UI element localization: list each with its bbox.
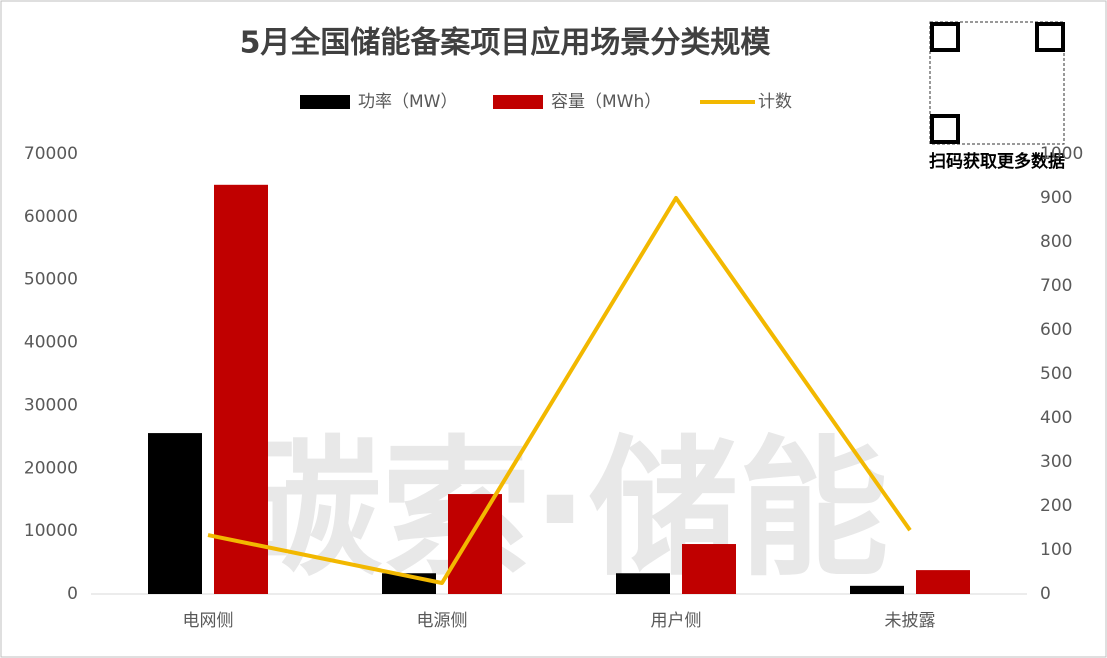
bar [916, 570, 970, 594]
qr-caption: 扫码获取更多数据 [929, 151, 1065, 172]
y2-tick-label: 900 [1040, 188, 1072, 208]
legend-swatch [300, 95, 350, 109]
watermark: 碳索·储能 [232, 423, 889, 597]
legend-label: 计数 [758, 92, 792, 112]
line [207, 196, 912, 585]
legend-label: 功率（MW） [358, 92, 457, 112]
bar [448, 494, 502, 594]
y2-tick-label: 100 [1040, 540, 1072, 560]
y-tick-label: 40000 [24, 333, 78, 353]
qr-code [929, 21, 1065, 145]
legend-label: 容量（MWh） [551, 92, 661, 112]
y2-tick-label: 1000 [1040, 144, 1083, 164]
chart-title: 5月全国储能备案项目应用场景分类规模 [240, 26, 771, 61]
y-tick-label: 30000 [24, 395, 78, 415]
y2-tick-label: 600 [1040, 320, 1072, 340]
y-tick-label: 0 [67, 584, 78, 604]
bar [616, 573, 670, 594]
y2-tick-label: 800 [1040, 232, 1072, 252]
y2-tick-label: 0 [1040, 584, 1051, 604]
x-tick-label: 电网侧 [183, 611, 234, 631]
y2-tick-label: 300 [1040, 452, 1072, 472]
bar [214, 184, 268, 595]
y-tick-label: 70000 [24, 144, 78, 164]
y2-tick-label: 700 [1040, 276, 1072, 296]
bar [682, 544, 736, 594]
y2-tick-label: 500 [1040, 364, 1072, 384]
y-tick-label: 60000 [24, 207, 78, 227]
y-tick-label: 50000 [24, 270, 78, 290]
x-tick-label: 未披露 [885, 611, 936, 631]
x-tick-label: 电源侧 [417, 611, 468, 631]
x-tick-label: 用户侧 [651, 611, 702, 631]
y2-tick-label: 200 [1040, 496, 1072, 516]
legend-swatch [493, 95, 543, 109]
bar [850, 585, 904, 594]
y-tick-label: 10000 [24, 521, 78, 541]
y-tick-label: 20000 [24, 458, 78, 478]
y2-tick-label: 400 [1040, 408, 1072, 428]
bar [148, 433, 202, 594]
